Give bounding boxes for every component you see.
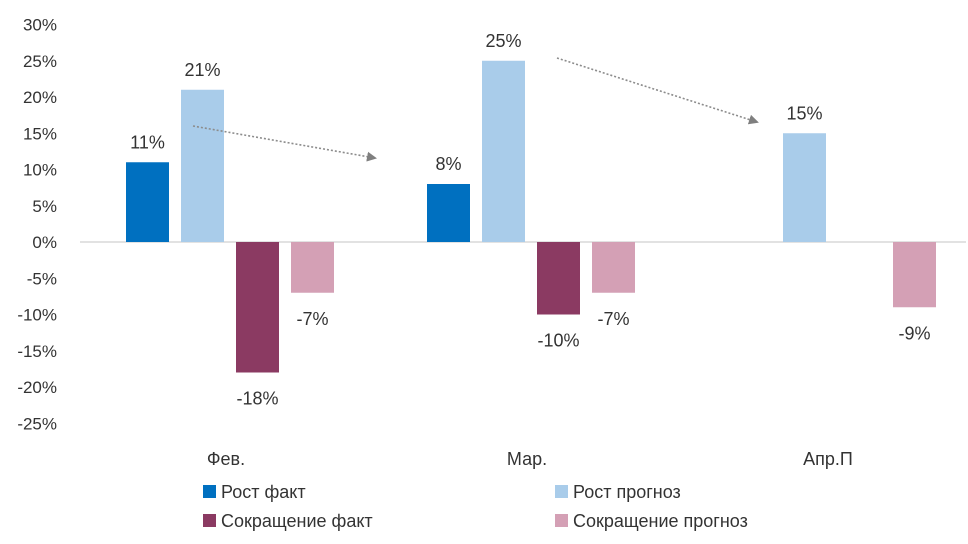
legend-label: Сокращение факт bbox=[221, 511, 373, 531]
trend-arrow-1 bbox=[192, 125, 377, 162]
y-tick-label: -5% bbox=[27, 269, 57, 288]
y-tick-label: 0% bbox=[32, 233, 57, 252]
y-tick-label: -15% bbox=[17, 342, 57, 361]
y-tick-label: 10% bbox=[23, 161, 57, 180]
trend-arrow-2 bbox=[556, 57, 759, 125]
bar-4-2 bbox=[592, 242, 635, 293]
legend-swatch bbox=[203, 485, 216, 498]
bar-3-1 bbox=[236, 242, 279, 373]
data-label: -7% bbox=[597, 309, 629, 329]
data-label: 21% bbox=[184, 60, 220, 80]
data-label: 15% bbox=[786, 103, 822, 123]
legend-label: Рост прогноз bbox=[573, 482, 681, 502]
y-tick-label: -10% bbox=[17, 306, 57, 325]
legend-label: Рост факт bbox=[221, 482, 306, 502]
legend-swatch bbox=[203, 514, 216, 527]
y-tick-label: 15% bbox=[23, 124, 57, 143]
data-label: -7% bbox=[296, 309, 328, 329]
y-axis: 30% 25% 20% 15% 10% 5% 0% -5% -10% -15% -20% -25% bbox=[17, 16, 57, 434]
bar-4-1 bbox=[291, 242, 334, 293]
legend-swatch bbox=[555, 514, 568, 527]
data-label: -18% bbox=[236, 389, 278, 409]
trend-arrows bbox=[192, 57, 759, 162]
category-axis: Фев. Мар. Апр.П bbox=[207, 449, 853, 469]
bar-1-2 bbox=[427, 184, 470, 242]
plot-area bbox=[80, 60, 966, 373]
bar-1-1 bbox=[126, 162, 169, 242]
data-label: 11% bbox=[130, 132, 165, 152]
data-label: 25% bbox=[485, 31, 521, 51]
bar-3-2 bbox=[537, 242, 580, 315]
y-tick-label: -20% bbox=[17, 378, 57, 397]
x-tick-label: Апр.П bbox=[803, 449, 853, 469]
legend: Рост факт Рост прогноз Сокращение факт Сокр… bbox=[203, 482, 748, 531]
legend-swatch bbox=[555, 485, 568, 498]
legend-label: Сокращение прогноз bbox=[573, 511, 748, 531]
data-label: 8% bbox=[435, 154, 461, 174]
bar-2-2 bbox=[482, 60, 525, 242]
x-tick-label: Фев. bbox=[207, 449, 245, 469]
y-tick-label: 25% bbox=[23, 52, 57, 71]
bar-4-3 bbox=[893, 242, 936, 308]
x-tick-label: Мар. bbox=[507, 449, 547, 469]
bar-2-1 bbox=[181, 89, 224, 242]
y-tick-label: -25% bbox=[17, 414, 57, 433]
data-label: -9% bbox=[898, 323, 930, 343]
y-tick-label: 5% bbox=[32, 197, 57, 216]
data-labels: 11% 8% 21% 25% 15% -18% -10% -7% -7% -9% bbox=[130, 31, 930, 409]
bar-2-3 bbox=[783, 133, 826, 242]
data-label: -10% bbox=[537, 331, 579, 351]
y-tick-label: 30% bbox=[23, 16, 57, 35]
y-tick-label: 20% bbox=[23, 88, 57, 107]
